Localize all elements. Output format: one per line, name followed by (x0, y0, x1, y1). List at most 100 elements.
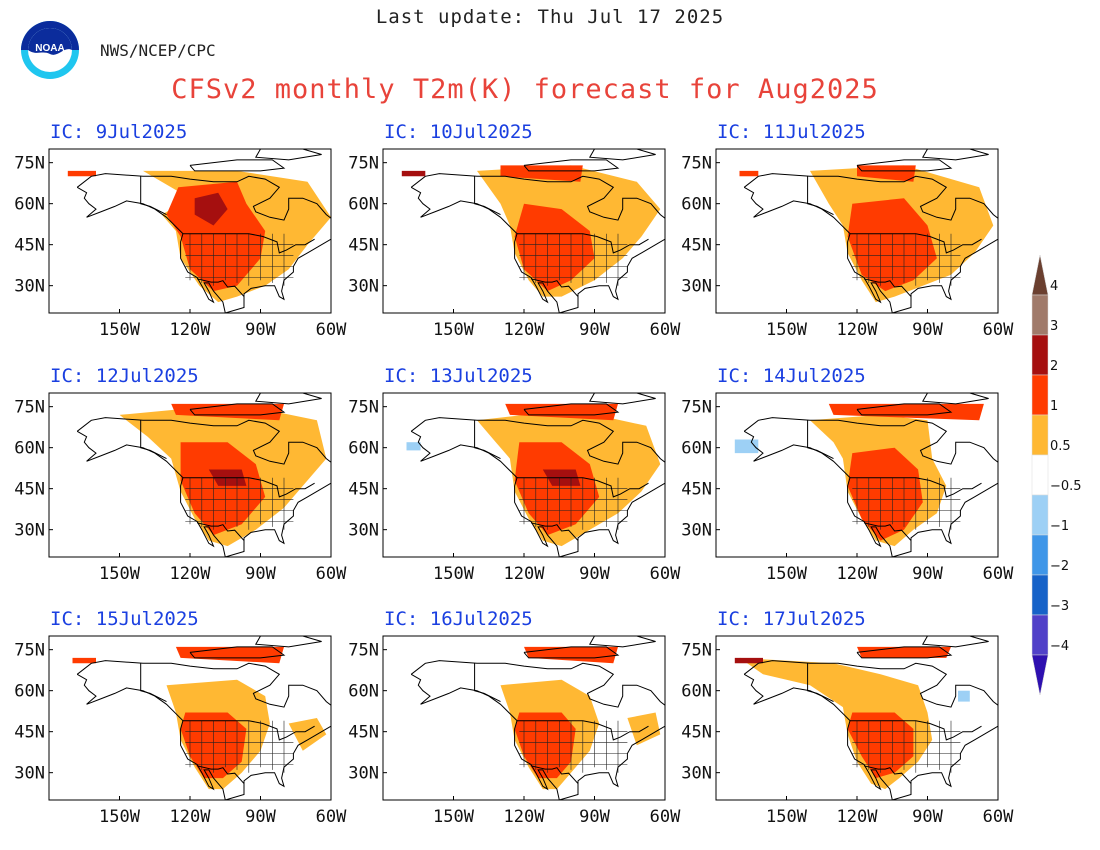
coastline (189, 159, 286, 172)
anomaly-region (514, 203, 595, 292)
coastline (254, 636, 322, 648)
coastline (588, 636, 656, 648)
coastline (743, 673, 893, 800)
x-tick-label: 150W (433, 807, 475, 827)
colorbar-swatch (1031, 414, 1049, 456)
y-tick-label: 75N (681, 398, 712, 418)
colorbar-top-arrow (1031, 254, 1049, 296)
y-tick-label: 60N (348, 682, 379, 702)
x-tick-label: 120W (837, 807, 879, 827)
y-tick-label: 45N (348, 723, 379, 743)
coastline (523, 159, 620, 172)
anomaly-region (734, 657, 763, 664)
country-border (182, 233, 315, 254)
coastline (588, 149, 656, 161)
forecast-panel: IC: 14Jul2025 150W 120W 90W 60W 75N 60N 45N 30N (681, 365, 1014, 584)
x-tick-label: 60W (983, 320, 1014, 340)
y-tick-label: 75N (14, 154, 45, 174)
y-tick-label: 45N (681, 480, 712, 500)
country-border (196, 522, 245, 541)
y-tick-label: 75N (14, 398, 45, 418)
y-tick-label: 30N (14, 277, 45, 297)
colorbar-swatch (1031, 534, 1049, 576)
anomaly-region (500, 165, 583, 182)
colorbar-swatch (1031, 454, 1049, 496)
y-tick-label: 45N (348, 236, 379, 256)
coastline (410, 186, 560, 313)
panel-ic-label: IC: 13Jul2025 (384, 365, 533, 387)
y-tick-label: 60N (348, 439, 379, 459)
y-tick-label: 60N (14, 682, 45, 702)
coastline (743, 417, 998, 557)
panel-ic-label: IC: 9Jul2025 (50, 121, 187, 143)
anomaly-region (194, 192, 228, 226)
coastline (76, 660, 331, 800)
coastline (743, 430, 893, 557)
country-border (850, 233, 982, 254)
y-tick-label: 60N (681, 439, 712, 459)
x-tick-label: 90W (579, 320, 610, 340)
coastline (856, 159, 953, 172)
forecast-panel: IC: 13Jul2025 150W 120W 90W 60W 75N 60N 45N 30N (348, 365, 681, 584)
last-update-text: Last update: Thu Jul 17 2025 (375, 6, 725, 28)
country-border (850, 477, 982, 498)
forecast-panel: IC: 17Jul2025 150W 120W 90W 60W 75N 60N 45N 30N (681, 608, 1014, 827)
coastline (254, 393, 322, 405)
x-tick-label: 150W (433, 320, 475, 340)
coastline (76, 186, 226, 313)
y-tick-label: 45N (14, 480, 45, 500)
colorbar-swatch (1031, 334, 1049, 376)
coastline (523, 646, 620, 659)
country-border (517, 720, 649, 741)
forecast-panel: IC: 9Jul2025 150W 120W 90W 60W 75N 60N 45N 30N (14, 121, 347, 340)
colorbar-swatch (1031, 294, 1049, 336)
anomaly-region (857, 646, 951, 658)
colorbar-bottom-arrow (1031, 654, 1049, 696)
y-tick-label: 45N (14, 236, 45, 256)
country-border (530, 278, 579, 297)
y-tick-label: 45N (681, 236, 712, 256)
y-tick-label: 30N (348, 277, 379, 297)
y-tick-label: 75N (348, 398, 379, 418)
coastline (76, 173, 331, 313)
x-tick-label: 120W (837, 320, 879, 340)
panel-ic-label: IC: 12Jul2025 (50, 365, 199, 387)
country-border (517, 233, 649, 254)
anomaly-region (406, 442, 421, 451)
x-tick-label: 120W (504, 564, 546, 584)
y-tick-label: 75N (14, 641, 45, 661)
x-tick-label: 90W (245, 320, 276, 340)
x-tick-label: 120W (170, 564, 212, 584)
colorbar-label: −1 (1050, 519, 1069, 534)
y-tick-label: 30N (681, 764, 712, 784)
colorbar-swatch (1031, 494, 1049, 536)
x-tick-label: 120W (170, 320, 212, 340)
country-border (850, 720, 982, 741)
coastline (76, 417, 331, 557)
coastline (856, 403, 953, 416)
x-tick-label: 90W (245, 564, 276, 584)
y-tick-label: 60N (14, 439, 45, 459)
colorbar-swatch (1031, 574, 1049, 616)
x-tick-label: 60W (983, 807, 1014, 827)
y-tick-label: 30N (14, 521, 45, 541)
y-tick-label: 60N (681, 682, 712, 702)
panel-ic-label: IC: 11Jul2025 (717, 121, 866, 143)
panel-ic-label: IC: 15Jul2025 (50, 608, 199, 630)
country-border (530, 522, 579, 541)
x-tick-label: 150W (99, 807, 141, 827)
x-tick-label: 120W (504, 807, 546, 827)
colorbar-label: 2 (1050, 359, 1058, 374)
y-tick-label: 30N (681, 277, 712, 297)
x-tick-label: 90W (579, 807, 610, 827)
forecast-panel: IC: 11Jul2025 150W 120W 90W 60W 75N 60N 45N 30N (681, 121, 1014, 340)
country-border (196, 765, 245, 784)
x-tick-label: 150W (766, 807, 808, 827)
panel-ic-label: IC: 17Jul2025 (717, 608, 866, 630)
y-tick-label: 45N (14, 723, 45, 743)
coastline (743, 173, 998, 313)
y-tick-label: 75N (348, 154, 379, 174)
coastline (743, 186, 893, 313)
y-tick-label: 45N (681, 723, 712, 743)
colorbar-label: 4 (1050, 279, 1058, 294)
